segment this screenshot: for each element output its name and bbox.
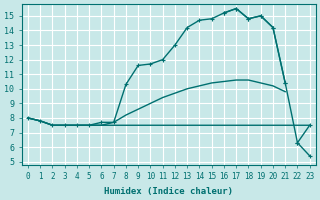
X-axis label: Humidex (Indice chaleur): Humidex (Indice chaleur) <box>104 187 233 196</box>
